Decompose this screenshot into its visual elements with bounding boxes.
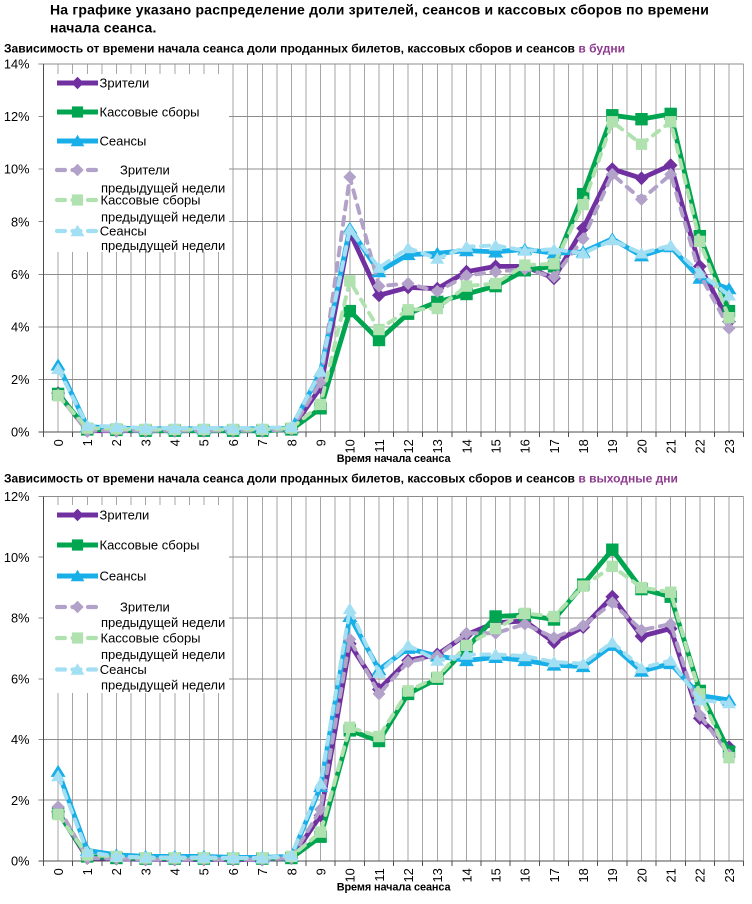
svg-text:10: 10 [343,868,358,882]
svg-text:16: 16 [518,868,533,882]
svg-text:18: 18 [576,868,591,882]
svg-text:9: 9 [313,439,328,446]
svg-text:8%: 8% [11,214,30,229]
svg-text:14%: 14% [4,57,30,72]
svg-text:13: 13 [430,868,445,882]
svg-text:11: 11 [372,868,387,881]
svg-text:6%: 6% [11,671,30,686]
svg-text:На графике указано распределен: На графике указано распределение доли зр… [50,2,709,18]
svg-text:Зависимость от времени начала: Зависимость от времени начала сеанса дол… [4,41,625,55]
svg-text:18: 18 [576,439,591,453]
svg-text:14: 14 [459,439,474,453]
svg-text:Зрители: Зрители [120,600,170,615]
svg-text:12: 12 [401,439,416,453]
svg-text:21: 21 [664,868,679,882]
svg-text:предыдущей недели: предыдущей недели [101,615,225,630]
svg-text:предыдущей недели: предыдущей недели [101,647,225,662]
svg-text:20: 20 [634,439,649,453]
svg-text:1: 1 [80,868,95,875]
svg-text:13: 13 [430,439,445,453]
svg-text:22: 22 [693,439,708,453]
svg-text:4: 4 [168,439,183,446]
svg-text:Сеансы: Сеансы [100,569,147,584]
svg-text:4: 4 [168,868,183,875]
svg-text:6: 6 [226,439,241,446]
svg-text:4%: 4% [11,732,30,747]
svg-text:4%: 4% [11,320,30,335]
svg-text:Время начала сеанса: Время начала сеанса [337,882,452,894]
svg-text:16: 16 [518,439,533,453]
svg-text:Кассовые сборы: Кассовые сборы [101,631,201,646]
svg-text:6%: 6% [11,267,30,282]
svg-text:8: 8 [284,868,299,875]
svg-text:Время начала сеанса: Время начала сеанса [337,453,452,465]
svg-text:7: 7 [255,439,270,446]
svg-text:2%: 2% [11,372,30,387]
svg-text:2%: 2% [11,793,30,808]
svg-text:8%: 8% [11,611,30,626]
svg-text:19: 19 [605,868,620,882]
svg-text:5: 5 [197,868,212,875]
svg-text:5: 5 [197,439,212,446]
svg-text:Зрители: Зрители [100,76,150,91]
svg-text:10%: 10% [4,162,30,177]
svg-text:Кассовые сборы: Кассовые сборы [101,193,201,208]
svg-text:Зрители: Зрители [120,163,170,178]
svg-text:10%: 10% [4,550,30,565]
svg-text:10: 10 [343,439,358,453]
svg-text:19: 19 [605,439,620,453]
svg-text:0: 0 [51,439,66,446]
svg-text:17: 17 [547,868,562,882]
svg-text:9: 9 [313,868,328,875]
svg-text:предыдущей недели: предыдущей недели [101,180,225,195]
svg-text:14: 14 [459,868,474,882]
svg-text:0%: 0% [11,425,30,440]
svg-text:23: 23 [722,868,737,882]
svg-text:Кассовые сборы: Кассовые сборы [100,538,200,553]
svg-text:Сеансы: Сеансы [100,662,147,677]
svg-text:12%: 12% [4,489,30,504]
svg-text:17: 17 [547,439,562,453]
svg-text:11: 11 [372,439,387,452]
svg-text:3: 3 [138,868,153,875]
svg-text:Зрители: Зрители [100,508,150,523]
svg-text:8: 8 [284,439,299,446]
svg-text:6: 6 [226,868,241,875]
svg-text:0: 0 [51,868,66,875]
svg-text:предыдущей недели: предыдущей недели [101,238,225,253]
svg-text:предыдущей недели: предыдущей недели [101,209,225,224]
svg-text:20: 20 [634,868,649,882]
svg-text:начала сеанса.: начала сеанса. [50,20,157,36]
svg-text:3: 3 [138,439,153,446]
svg-text:Зависимость от времени начала: Зависимость от времени начала сеанса дол… [4,471,678,485]
svg-text:12%: 12% [4,109,30,124]
svg-text:22: 22 [693,868,708,882]
svg-text:0%: 0% [11,854,30,869]
svg-text:2: 2 [109,439,124,446]
svg-text:Сеансы: Сеансы [100,224,147,239]
svg-text:15: 15 [488,439,503,453]
svg-text:15: 15 [488,868,503,882]
svg-text:предыдущей недели: предыдущей недели [101,678,225,693]
svg-text:12: 12 [401,868,416,882]
svg-text:7: 7 [255,868,270,875]
svg-text:23: 23 [722,439,737,453]
svg-text:Кассовые сборы: Кассовые сборы [100,105,200,120]
svg-text:21: 21 [664,439,679,453]
svg-text:1: 1 [80,439,95,446]
svg-text:2: 2 [109,868,124,875]
svg-text:Сеансы: Сеансы [100,134,147,149]
